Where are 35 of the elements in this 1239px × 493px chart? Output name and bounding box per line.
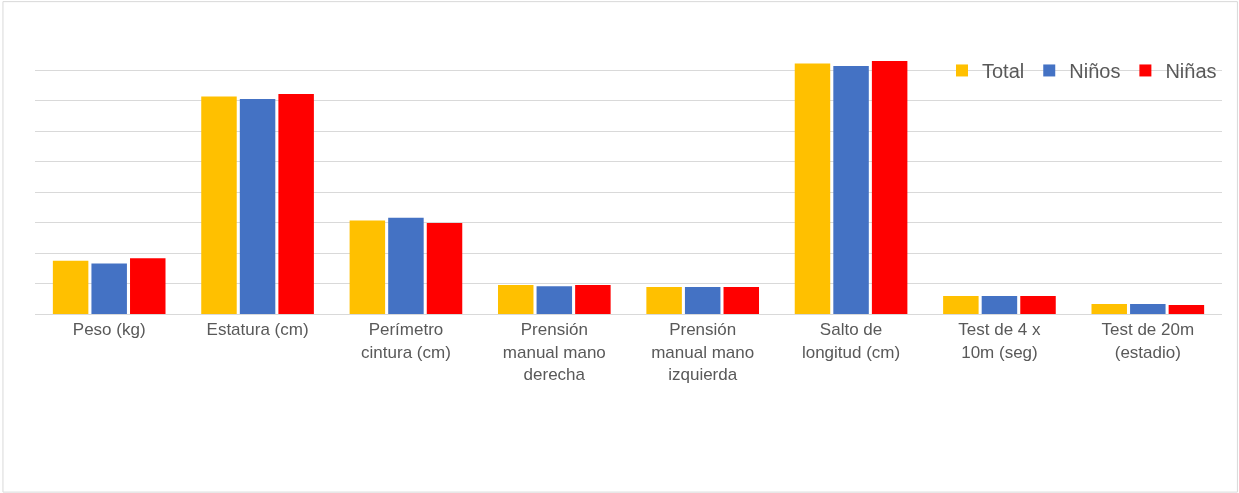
bar [426,222,463,314]
bar [1020,296,1056,314]
x-tick-label: Estatura (cm) [206,320,309,340]
bar [388,217,424,314]
x-tick-label: Perímetro cintura (cm) [361,320,451,362]
legend-label: Total [982,60,1025,83]
bar [91,263,127,314]
bar [349,220,386,314]
bar [278,93,314,314]
x-tick-label: Test de 20m (estadio) [1101,320,1195,362]
bar [723,286,760,314]
bar [239,98,276,314]
x-tick-label: Prensión manual mano izquierda [651,320,755,384]
bar [201,96,237,314]
bar [130,258,166,314]
bar [1168,304,1205,314]
bar [1130,303,1166,314]
bar [646,286,682,314]
legend-label: Niños [1069,60,1121,83]
x-tick-label: Peso (kg) [72,320,146,340]
bar [536,286,573,314]
bar [684,286,721,314]
bar [575,284,611,314]
x-tick-label: Salto de longitud (cm) [801,320,901,362]
bar [497,284,534,314]
x-tick-label: Test de 4 x 10m (seg) [958,320,1042,362]
bar [981,296,1018,314]
bar [943,296,979,314]
bar [1091,303,1127,314]
bar [833,66,869,314]
bar [871,61,908,314]
legend-label: Niñas [1165,60,1217,83]
bar [794,63,831,314]
bar [52,260,89,314]
x-tick-label: Prensión manual mano derecha [502,320,606,384]
